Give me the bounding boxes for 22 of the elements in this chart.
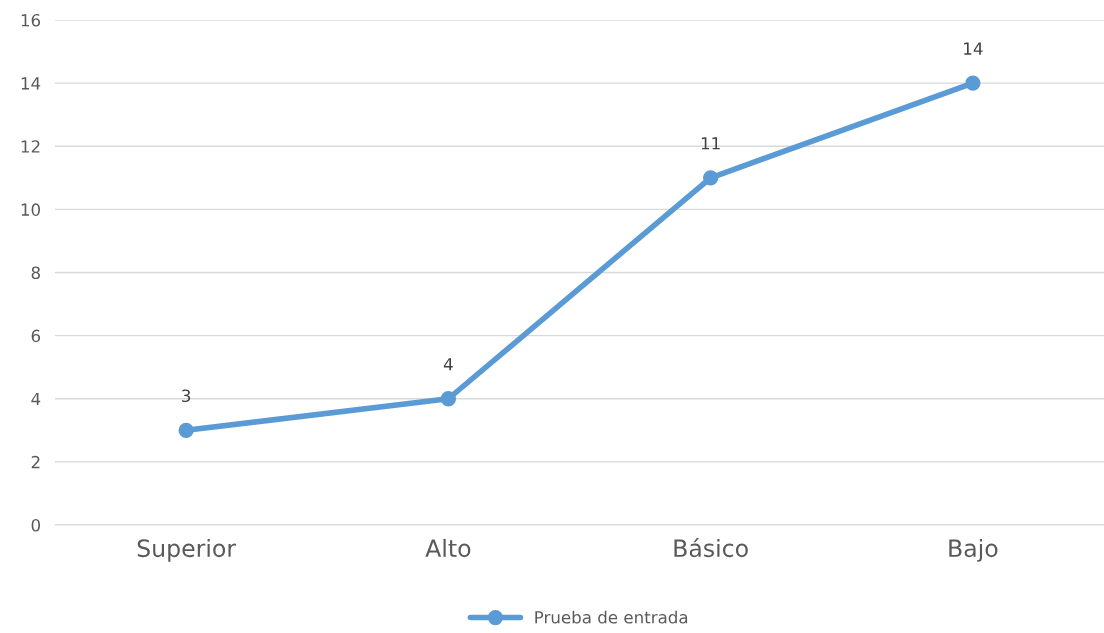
x-tick-label: Superior	[137, 538, 237, 562]
y-tick-label: 6	[31, 329, 41, 343]
y-tick-label: 0	[31, 518, 40, 532]
y-tick-label: 12	[21, 140, 40, 153]
point	[440, 391, 457, 407]
y-tick-label: 4	[31, 392, 41, 406]
x-tick-label: Básico	[674, 537, 748, 558]
y-tick-label: 8	[31, 266, 40, 280]
point	[965, 75, 981, 91]
data-label: 4	[443, 358, 453, 371]
y-tick-label: 2	[31, 455, 40, 469]
x-tick-label: Alto	[425, 538, 471, 558]
y-tick-label: 14	[21, 77, 41, 90]
data-label: 11	[701, 137, 720, 150]
point	[702, 170, 719, 186]
point	[178, 422, 194, 438]
x-tick-label: Bajo	[949, 538, 998, 562]
data-label: 3	[182, 389, 191, 403]
y-tick-label: 10	[21, 203, 40, 216]
y-tick-label: 16	[21, 13, 41, 27]
data-label: 14	[964, 42, 983, 55]
legend-label: Prueba de entrada	[535, 610, 688, 624]
